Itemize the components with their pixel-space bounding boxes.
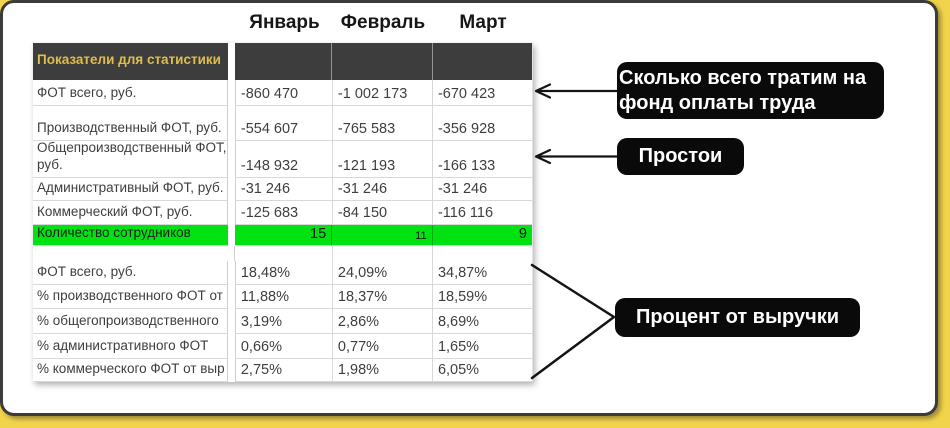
table-body: ФОТ всего, руб. -860 470 -1 002 173 -670 42… [33,80,534,382]
row-label[interactable]: % производственного ФОТ от [33,285,228,309]
cell-value[interactable] [234,246,331,261]
cell-value[interactable]: -116 116 [431,201,533,225]
table-spacer-row [33,246,534,261]
cell-value[interactable]: -31 246 [234,178,332,201]
column-gap [228,309,235,334]
cell-value[interactable]: -670 423 [431,80,533,106]
cell-value[interactable]: -84 150 [331,201,432,225]
cell-value[interactable]: 0,77% [331,334,432,359]
cell-value[interactable]: 3,19% [234,309,332,334]
row-label[interactable]: ФОТ всего, руб. [33,80,228,106]
cell-value[interactable]: -125 683 [234,201,332,225]
cell-value[interactable]: 11 [331,225,432,246]
cell-value[interactable]: 24,09% [331,261,432,285]
column-gap [228,285,235,309]
cell-value[interactable]: -31 246 [331,178,432,201]
callout-downtime-label: Простои [638,145,723,168]
cell-value[interactable]: 0,66% [234,334,332,359]
cell-value[interactable]: 11,88% [234,285,332,309]
row-label[interactable]: Административный ФОТ, руб. [33,178,228,201]
cell-value[interactable]: -166 133 [431,141,533,178]
column-gap [228,334,235,359]
table-row: Общепроизводственный ФОТ, руб. -148 932 -1… [33,141,533,178]
header-cell-january[interactable] [234,43,332,80]
callout-total-payroll: Сколько всего тратим на фонд оплаты труд… [617,62,884,119]
cell-value[interactable]: 18,59% [431,285,533,309]
column-gap [228,359,235,382]
table-row: ФОТ всего, руб. -860 470 -1 002 173 -670 42… [33,80,533,106]
cell-value[interactable]: 18,48% [234,261,332,285]
cell-value[interactable]: -31 246 [431,178,533,201]
callout-total-payroll-label: Сколько всего тратим на фонд оплаты труд… [619,67,867,114]
cell-value[interactable]: 1,65% [431,334,533,359]
cell-value[interactable]: 6,05% [431,359,533,382]
cell-value[interactable]: -148 932 [234,141,332,178]
column-gap [228,43,235,80]
month-header-row: Январь Февраль Март [236,12,533,34]
table-row: % общегопроизводственного 3,19% 2,86% 8,69% [33,309,533,334]
table-header-row: Показатели для статистики [33,43,533,80]
callout-percent-of-revenue-label: Процент от выручки [635,306,840,329]
cell-value[interactable]: 34,87% [431,261,533,285]
table-header-label[interactable]: Показатели для статистики [33,43,228,80]
row-label[interactable]: Коммерческий ФОТ, руб. [33,201,228,225]
column-gap [228,178,235,201]
month-header-february[interactable]: Февраль [340,12,426,33]
month-header-march[interactable]: Март [459,12,507,33]
row-label[interactable]: Количество сотрудников [33,225,228,246]
cell-value[interactable]: 8,69% [431,309,533,334]
table-row: Административный ФОТ, руб. -31 246 -31 246… [33,178,533,201]
cell-value[interactable]: -860 470 [234,80,332,106]
statistics-table: Показатели для статистики ФОТ всего, руб… [33,43,534,382]
callout-percent-of-revenue: Процент от выручки [615,298,860,337]
cell-value[interactable] [431,246,534,261]
cell-value[interactable]: -554 607 [234,106,332,141]
cell-value[interactable]: -765 583 [331,106,432,141]
cell-value[interactable]: 18,37% [331,285,432,309]
table-row: Коммерческий ФОТ, руб. -125 683 -84 150 -11… [33,201,533,225]
header-cell-february[interactable] [331,43,432,80]
callout-downtime: Простои [617,138,744,175]
column-gap [228,225,235,246]
row-label[interactable]: Общепроизводственный ФОТ, руб. [33,141,228,178]
cell-value[interactable]: 1,98% [331,359,432,382]
column-gap [228,201,235,225]
cell-value[interactable]: -121 193 [331,141,432,178]
table-row: % коммерческого ФОТ от выр 2,75% 1,98% 6,05… [33,359,533,382]
cell-value[interactable]: 2,75% [234,359,332,382]
cell-value[interactable]: 9 [431,225,533,246]
row-label[interactable]: % общегопроизводственного [33,309,228,334]
table-row: Количество сотрудников 15 11 9 [33,225,533,246]
row-label [33,246,227,261]
column-gap [228,261,235,285]
cell-value[interactable]: -356 928 [431,106,533,141]
row-label[interactable]: % коммерческого ФОТ от выр [33,359,228,382]
column-gap [227,246,234,261]
cell-value[interactable]: -1 002 173 [331,80,432,106]
row-label[interactable]: ФОТ всего, руб. [33,261,228,285]
column-gap [228,106,235,141]
table-row: Производственный ФОТ, руб. -554 607 -765 5… [33,106,533,141]
row-label[interactable]: % административного ФОТ [33,334,228,359]
table-row: % производственного ФОТ от 11,88% 18,37% 18… [33,285,533,309]
row-label[interactable]: Производственный ФОТ, руб. [33,106,228,141]
cell-value[interactable]: 15 [234,225,332,246]
month-header-january[interactable]: Январь [249,12,320,33]
column-gap [228,80,235,106]
cell-value[interactable]: 2,86% [331,309,432,334]
column-gap [228,141,235,178]
header-cell-march[interactable] [431,43,533,80]
cell-value[interactable] [331,246,432,261]
table-row: % административного ФОТ 0,66% 0,77% 1,65% [33,334,533,359]
table-row: ФОТ всего, руб. 18,48% 24,09% 34,87% [33,261,533,285]
